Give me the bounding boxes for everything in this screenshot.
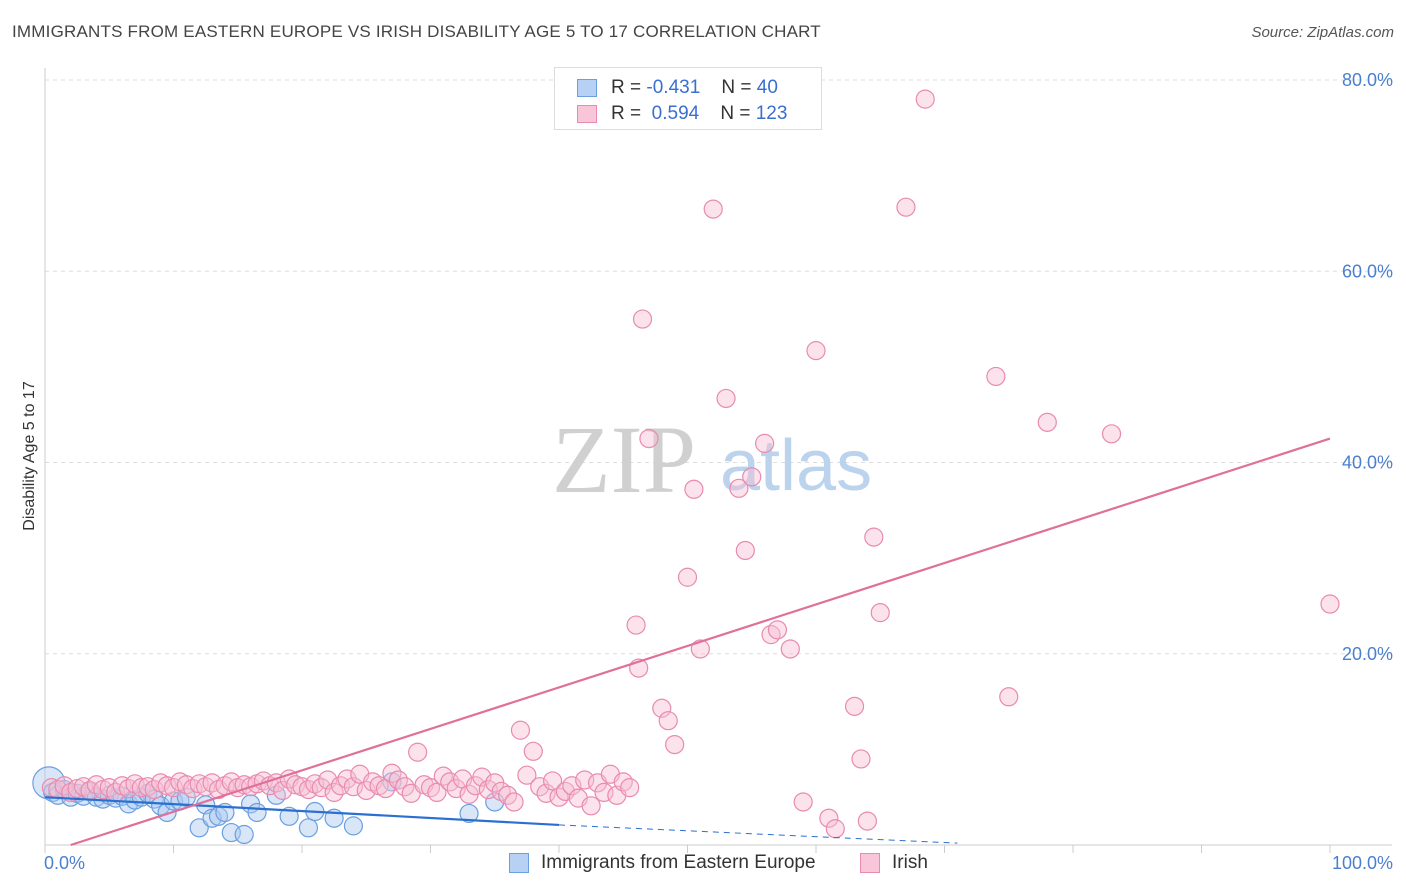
data-point [665, 734, 685, 755]
data-point [819, 808, 839, 828]
data-point [652, 698, 672, 718]
data-point [581, 796, 601, 816]
data-point [896, 197, 916, 217]
data-point [716, 388, 736, 409]
data-point [298, 818, 319, 838]
watermark-atlas: atlas [720, 426, 872, 506]
data-point [504, 792, 524, 812]
data-point [536, 783, 556, 803]
data-point [793, 792, 813, 812]
y-tick-labels: 20.0% 40.0% 60.0% 80.0% [1342, 70, 1393, 664]
data-point [427, 782, 447, 803]
data-point [626, 615, 646, 635]
data-point [408, 742, 428, 762]
y-tick-label: 40.0% [1342, 453, 1393, 473]
trend-lines [44, 437, 1331, 847]
legend-n-value: 40 [756, 77, 778, 98]
data-point [247, 802, 267, 823]
data-point [517, 765, 537, 785]
data-point [542, 771, 563, 791]
data-point [806, 341, 826, 361]
legend-swatch-pink [577, 105, 597, 123]
data-point [189, 818, 209, 838]
y-tick-label: 60.0% [1342, 261, 1393, 281]
data-point [279, 806, 299, 826]
x-tick-labels: 0.0% 100.0% [44, 853, 1393, 873]
data-point [999, 687, 1019, 707]
data-point [620, 778, 640, 798]
data-point [780, 639, 800, 659]
y-axis-label: Disability Age 5 to 17 [21, 381, 38, 531]
legend-r-value: 0.594 [651, 103, 700, 124]
trend-line-eastern-europe [44, 796, 560, 827]
data-point [864, 527, 884, 547]
data-point [986, 366, 1006, 387]
data-point [510, 720, 531, 740]
bottom-legend-swatch-blue [509, 853, 529, 873]
data-point [735, 540, 755, 561]
trend-line-irish [70, 437, 1331, 847]
data-point [684, 479, 704, 499]
data-point [870, 603, 890, 623]
data-point [311, 778, 331, 798]
data-point [632, 309, 653, 329]
data-point [690, 639, 710, 659]
data-point [825, 819, 845, 839]
data-point [742, 467, 762, 487]
data-point [703, 199, 723, 219]
data-point [658, 711, 678, 731]
data-point [851, 749, 871, 769]
bottom-legend-label: Irish [892, 852, 928, 873]
data-point [915, 89, 935, 109]
legend-swatch-blue [577, 79, 597, 97]
legend-r-value: -0.431 [646, 77, 701, 98]
legend-n-value: 123 [755, 103, 788, 124]
data-point [767, 620, 788, 640]
series-irish-points [41, 89, 1340, 839]
legend-n-label: N = [721, 77, 752, 98]
data-point [677, 567, 698, 587]
grid-lines [45, 79, 1392, 655]
data-point [639, 428, 659, 449]
data-point [857, 811, 878, 831]
data-point [523, 741, 543, 761]
data-point [1101, 424, 1122, 444]
data-point [1037, 412, 1057, 432]
legend-n-label: N = [720, 103, 751, 124]
chart-title: IMMIGRANTS FROM EASTERN EUROPE VS IRISH … [12, 22, 821, 41]
correlation-legend: R = -0.431 N = 40 R = 0.594 N = 123 [554, 67, 822, 130]
x-tick-label: 100.0% [1332, 853, 1393, 873]
data-point [343, 777, 363, 797]
data-point [459, 803, 479, 824]
data-point [1320, 594, 1340, 614]
axes [44, 68, 1392, 853]
data-point [337, 769, 357, 789]
trend-line-eastern-europe-extension [558, 824, 958, 844]
data-point [844, 696, 865, 716]
data-point [343, 816, 363, 836]
y-tick-label: 80.0% [1342, 70, 1393, 90]
data-point [729, 478, 749, 498]
watermark-zip: ZIP [552, 406, 696, 513]
legend-r-label: R = [611, 77, 642, 98]
bottom-legend-swatch-pink [860, 853, 880, 873]
y-tick-label: 20.0% [1342, 644, 1393, 664]
data-point [754, 433, 775, 453]
legend-r-label: R = [611, 103, 642, 124]
source-label: Source: ZipAtlas.com [1251, 24, 1394, 41]
data-point [234, 824, 254, 845]
x-tick-label: 0.0% [44, 853, 85, 873]
bottom-legend-label: Immigrants from Eastern Europe [541, 852, 816, 873]
